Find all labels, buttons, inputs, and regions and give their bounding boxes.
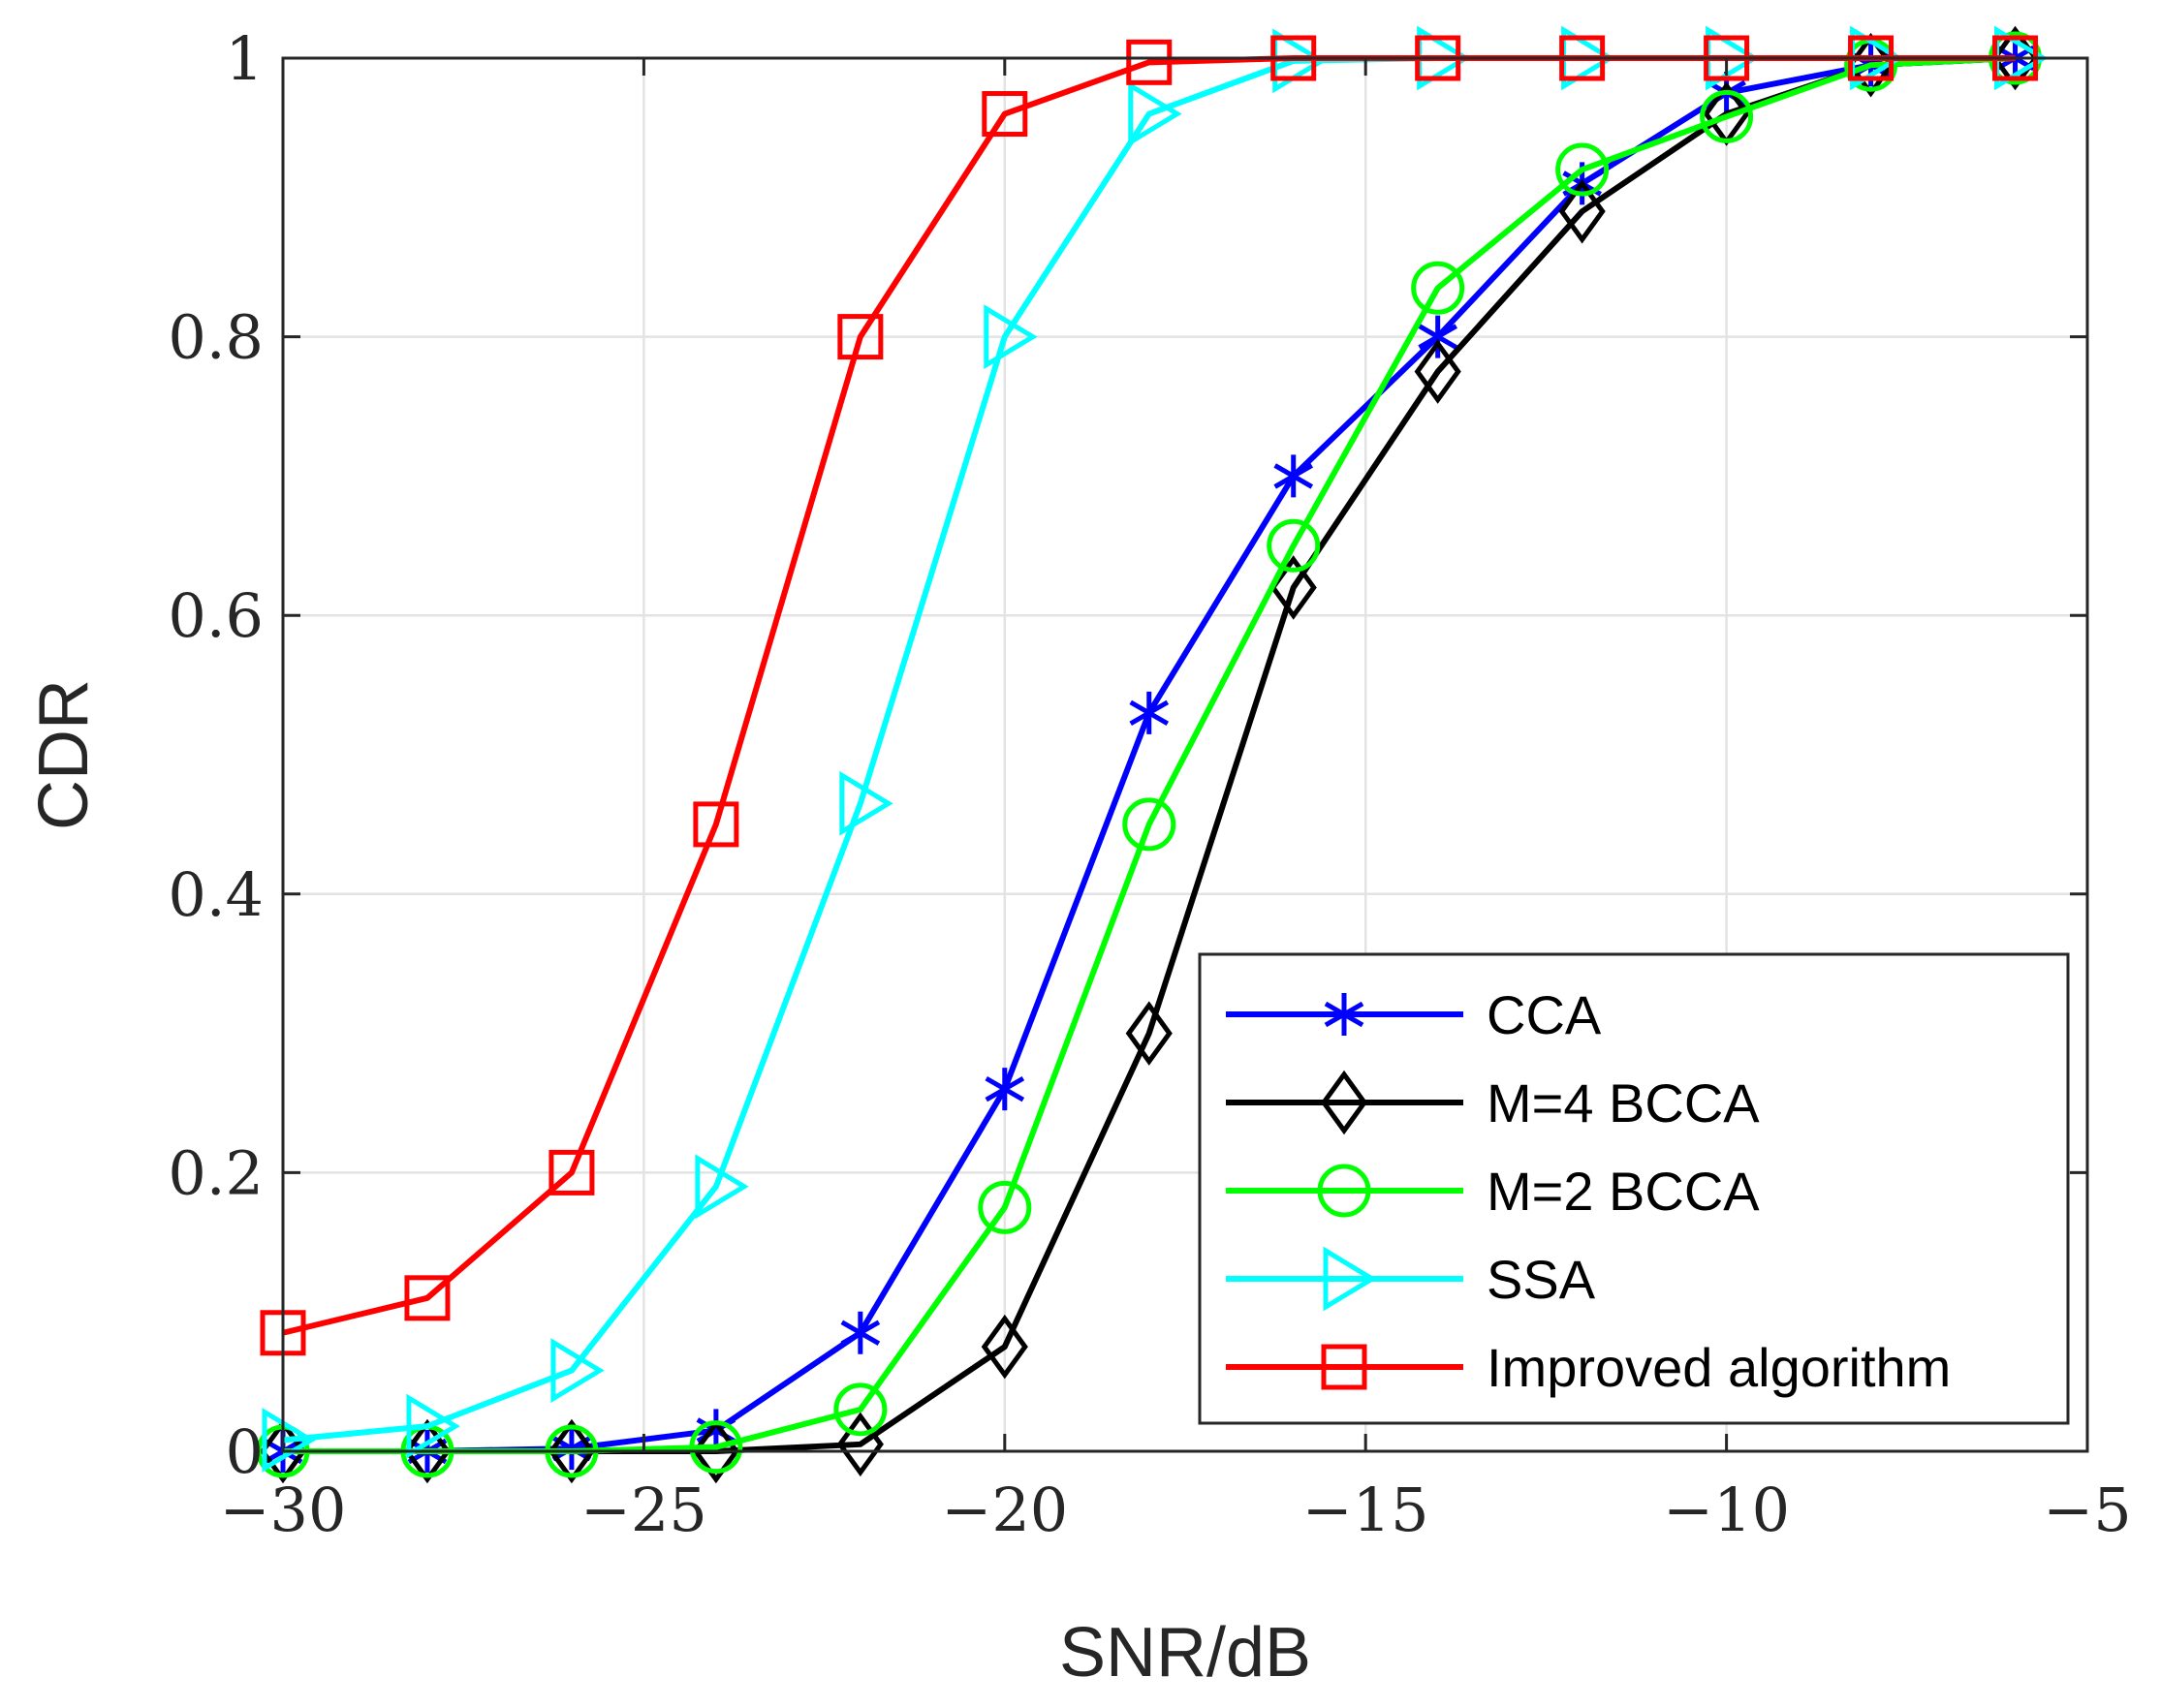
legend-marker — [1320, 1070, 1368, 1135]
legend-label: SSA — [1487, 1249, 1596, 1310]
y-axis-label: CDR — [25, 679, 103, 830]
x-tick-label: −20 — [941, 1475, 1068, 1545]
legend-label: M=4 BCCA — [1487, 1072, 1760, 1133]
data-point — [262, 1408, 316, 1473]
data-point — [840, 1311, 881, 1354]
legend: CCA M=4 BCCA M=2 BCCA SSA Improved algorithm — [1198, 952, 2070, 1425]
data-point — [406, 1393, 460, 1459]
data-point — [1555, 142, 1610, 197]
y-tick-label: 0 — [226, 1416, 264, 1487]
data-point — [978, 1180, 1032, 1234]
data-point — [1129, 691, 1170, 734]
data-point — [403, 1418, 452, 1484]
y-tick-label: 1 — [226, 23, 264, 94]
data-point — [693, 801, 739, 848]
legend-marker — [1321, 1344, 1367, 1390]
legend-entry: SSA — [1226, 1246, 1596, 1312]
data-point — [833, 1382, 888, 1437]
data-point — [695, 1154, 749, 1220]
data-point — [548, 1149, 595, 1196]
data-point — [1125, 1001, 1173, 1066]
data-point — [981, 1314, 1028, 1380]
legend-marker — [1323, 1246, 1377, 1312]
data-point — [985, 1068, 1025, 1111]
data-point — [1700, 89, 1754, 143]
legend-label: M=2 BCCA — [1487, 1161, 1760, 1222]
data-point — [836, 1412, 884, 1477]
data-point — [837, 314, 884, 360]
legend-marker — [1317, 1164, 1371, 1218]
data-point — [982, 91, 1028, 138]
x-tick-label: −15 — [1302, 1475, 1429, 1545]
legend-label: CCA — [1487, 984, 1602, 1045]
plot-frame — [281, 56, 2089, 1453]
y-tick-label: 0.4 — [168, 859, 264, 930]
data-point — [1411, 261, 1465, 315]
data-point — [984, 304, 1038, 370]
data-point — [1128, 81, 1182, 146]
data-point — [1273, 454, 1314, 498]
legend-entry: M=2 BCCA — [1226, 1161, 1760, 1222]
data-point — [1558, 178, 1606, 244]
legend-entry: Improved algorithm — [1226, 1337, 1951, 1398]
data-point — [689, 1420, 743, 1475]
data-point — [1126, 39, 1173, 85]
data-point — [550, 1338, 605, 1404]
data-point — [839, 770, 893, 836]
x-tick-label: −10 — [1663, 1475, 1790, 1545]
data-point — [259, 1418, 307, 1484]
legend-label: Improved algorithm — [1487, 1337, 1951, 1398]
x-tick-label: −25 — [580, 1475, 707, 1545]
legend-entry: M=4 BCCA — [1226, 1070, 1760, 1135]
axis-ticks: −30 −25 −20 −15 −10 −5 0 0.2 0.4 0.6 0.8 1 — [168, 23, 2131, 1545]
data-point — [1418, 315, 1457, 358]
x-tick-label: −30 — [220, 1475, 347, 1545]
data-point — [1267, 518, 1321, 573]
y-tick-label: 0.6 — [168, 580, 264, 651]
data-point — [1414, 339, 1461, 404]
data-point — [1122, 797, 1176, 852]
data-point — [548, 1418, 596, 1484]
y-tick-label: 0.8 — [168, 302, 264, 373]
x-tick-label: −5 — [2043, 1475, 2131, 1545]
grid-lines — [283, 58, 2087, 1451]
legend-entry: CCA — [1226, 984, 1602, 1045]
data-point — [404, 1275, 451, 1321]
y-tick-label: 0.2 — [168, 1137, 264, 1208]
legend-marker — [1324, 993, 1364, 1036]
x-axis-label: SNR/dB — [1059, 1614, 1311, 1692]
